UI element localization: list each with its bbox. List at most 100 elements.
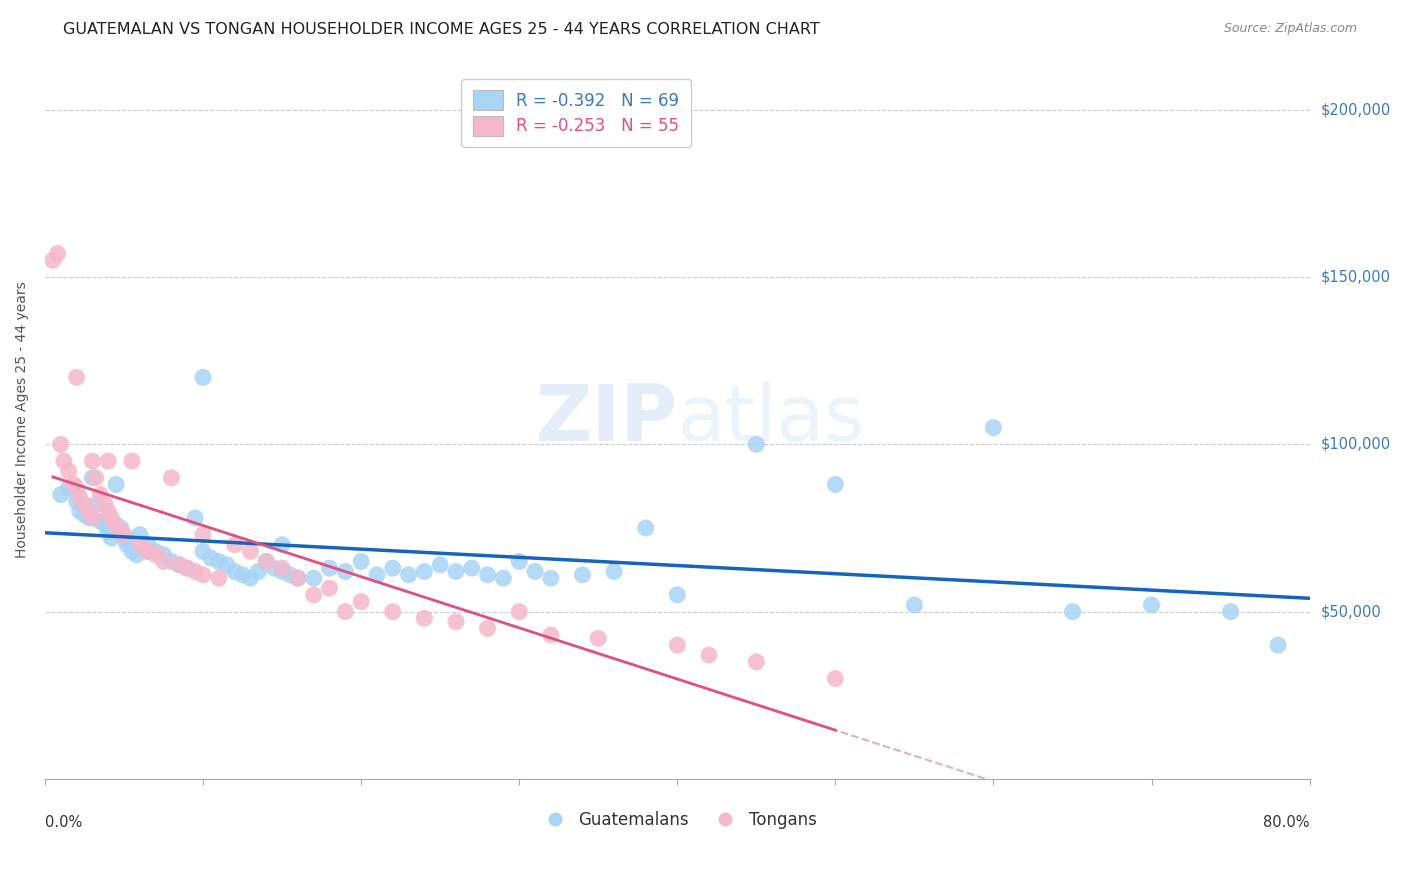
Point [160,554,183,568]
Point [318,561,340,575]
Point [58,464,80,478]
Text: $150,000: $150,000 [1320,269,1391,285]
Point [82,511,104,525]
Point [571,567,593,582]
Point [176,561,198,575]
Point [112,527,135,541]
Point [84,471,107,485]
Point [398,567,420,582]
Point [125,548,148,562]
Point [97,504,120,518]
Point [263,561,285,575]
Point [444,615,467,629]
Point [69,504,91,518]
Point [152,548,174,562]
Point [508,605,530,619]
Point [983,420,1005,434]
Point [191,567,214,582]
Point [381,561,404,575]
Point [278,567,301,582]
Point [271,561,294,575]
Point [184,565,207,579]
Text: Source: ZipAtlas.com: Source: ZipAtlas.com [1223,22,1357,36]
Point [287,571,309,585]
Point [105,477,128,491]
Point [413,565,436,579]
Point [254,554,277,568]
Point [169,558,191,572]
Point [73,498,96,512]
Point [145,548,167,562]
Point [105,517,128,532]
Point [254,554,277,568]
Point [239,571,262,585]
Point [302,571,325,585]
Point [82,454,104,468]
Point [110,524,132,539]
Point [110,521,132,535]
Point [224,538,246,552]
Point [94,517,117,532]
Point [191,544,214,558]
Text: 80.0%: 80.0% [1263,815,1309,830]
Point [444,565,467,579]
Point [46,246,69,260]
Point [184,511,207,525]
Text: 0.0%: 0.0% [45,815,82,830]
Point [169,558,191,572]
Point [634,521,657,535]
Point [350,554,373,568]
Point [666,638,689,652]
Point [100,531,122,545]
Point [477,621,499,635]
Point [508,554,530,568]
Point [350,594,373,608]
Point [176,561,198,575]
Point [58,481,80,495]
Point [73,508,96,522]
Point [666,588,689,602]
Point [97,454,120,468]
Point [903,598,925,612]
Point [115,538,138,552]
Point [381,605,404,619]
Text: ZIP: ZIP [536,381,678,458]
Point [49,487,72,501]
Point [100,511,122,525]
Point [65,370,87,384]
Point [208,554,231,568]
Point [136,544,159,558]
Point [247,565,270,579]
Point [52,454,75,468]
Point [477,567,499,582]
Point [524,565,547,579]
Point [1267,638,1289,652]
Point [232,567,254,582]
Point [112,531,135,545]
Y-axis label: Householder Income Ages 25 - 44 years: Householder Income Ages 25 - 44 years [15,281,30,558]
Point [200,551,222,566]
Point [208,571,231,585]
Point [49,437,72,451]
Text: atlas: atlas [678,381,865,458]
Point [82,471,104,485]
Legend: Guatemalans, Tongans: Guatemalans, Tongans [531,804,824,835]
Point [69,491,91,505]
Point [824,672,846,686]
Point [540,571,562,585]
Point [65,494,87,508]
Point [271,565,294,579]
Point [136,544,159,558]
Point [62,477,84,491]
Point [318,581,340,595]
Point [42,253,65,268]
Point [745,437,768,451]
Point [1140,598,1163,612]
Point [97,524,120,539]
Point [335,605,357,619]
Point [160,471,183,485]
Point [215,558,238,572]
Point [697,648,720,662]
Point [745,655,768,669]
Point [603,565,626,579]
